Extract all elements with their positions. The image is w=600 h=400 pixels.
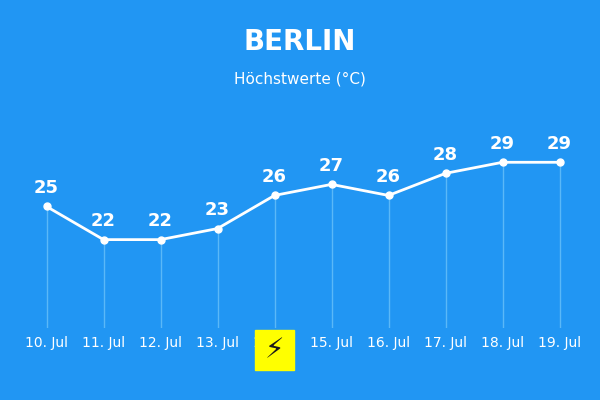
Text: 28: 28 xyxy=(433,146,458,164)
Text: ⚡: ⚡ xyxy=(265,336,284,364)
Text: 26: 26 xyxy=(262,168,287,186)
Text: 22: 22 xyxy=(148,212,173,230)
Text: 27: 27 xyxy=(319,157,344,175)
Text: Höchstwerte (°C): Höchstwerte (°C) xyxy=(234,72,366,87)
Text: 22: 22 xyxy=(91,212,116,230)
Text: 26: 26 xyxy=(376,168,401,186)
Text: 29: 29 xyxy=(547,134,572,152)
Text: 25: 25 xyxy=(34,179,59,197)
Text: 29: 29 xyxy=(490,134,515,152)
Text: BERLIN: BERLIN xyxy=(244,28,356,56)
Text: 23: 23 xyxy=(205,201,230,219)
